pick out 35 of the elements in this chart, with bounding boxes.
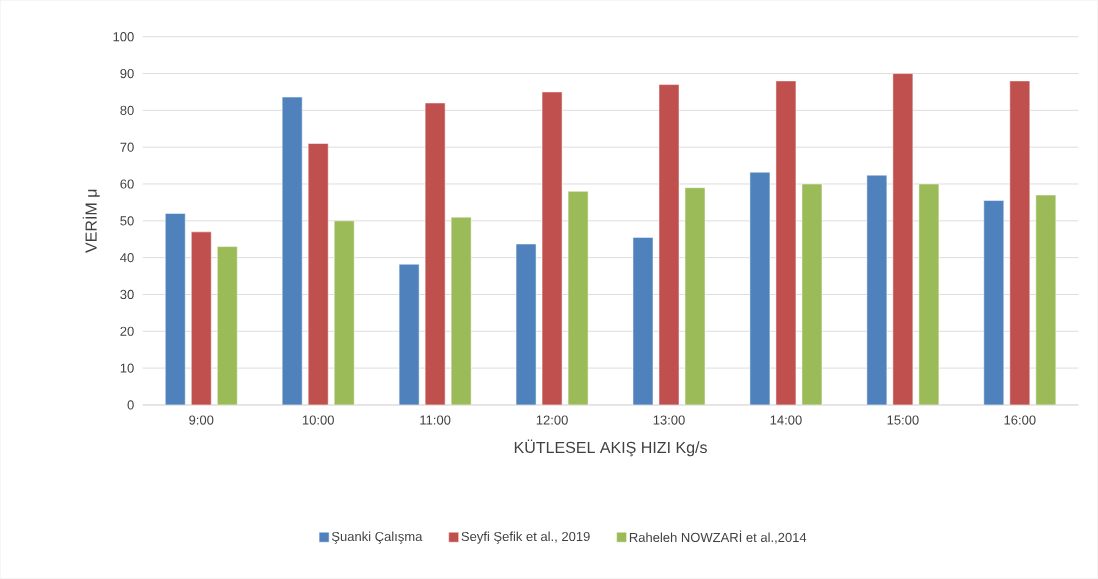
y-tick-label: 80 — [120, 105, 134, 116]
bar — [1009, 80, 1031, 406]
x-tick-label: 13:00 — [653, 415, 685, 425]
bar — [983, 200, 1005, 406]
y-tick-label: 40 — [120, 253, 134, 263]
bar — [658, 84, 680, 406]
y-tick-label: 50 — [120, 216, 134, 226]
legend-label: Şuanki Çalışma — [331, 531, 423, 544]
bar — [333, 220, 355, 406]
bar — [217, 246, 238, 406]
bar — [307, 143, 329, 406]
bar — [892, 73, 914, 406]
x-tick-label: 16:00 — [1004, 415, 1036, 425]
x-tick-label: 14:00 — [770, 415, 802, 425]
y-tick-label: 10 — [120, 363, 134, 373]
x-tick-label: 9:00 — [189, 415, 214, 425]
y-tick-label: 0 — [127, 400, 134, 410]
bar — [281, 96, 303, 406]
x-tick-label: 11:00 — [420, 415, 451, 425]
x-tick-label: 10:00 — [302, 415, 334, 425]
bar — [191, 231, 212, 406]
x-tick-label: 12:00 — [536, 415, 568, 425]
x-tick-label: 15:00 — [887, 415, 919, 425]
x-axis-title: KÜTLESEL AKIŞ HIZI Kg/s — [514, 439, 707, 457]
legend-label: Raheleh NOWZARİ et al.,2014 — [629, 530, 807, 544]
y-tick-label: 70 — [120, 142, 134, 152]
y-tick-label: 20 — [120, 326, 134, 337]
bar — [164, 213, 186, 406]
legend-label: Seyfi Şefik et al., 2019 — [461, 531, 590, 544]
bar — [1035, 194, 1057, 406]
y-tick-label: 90 — [120, 69, 134, 79]
y-axis-title: VERİM μ — [82, 189, 100, 254]
y-tick-label: 60 — [120, 179, 134, 189]
y-tick-label: 100 — [113, 32, 134, 42]
y-tick-label: 30 — [120, 289, 134, 300]
